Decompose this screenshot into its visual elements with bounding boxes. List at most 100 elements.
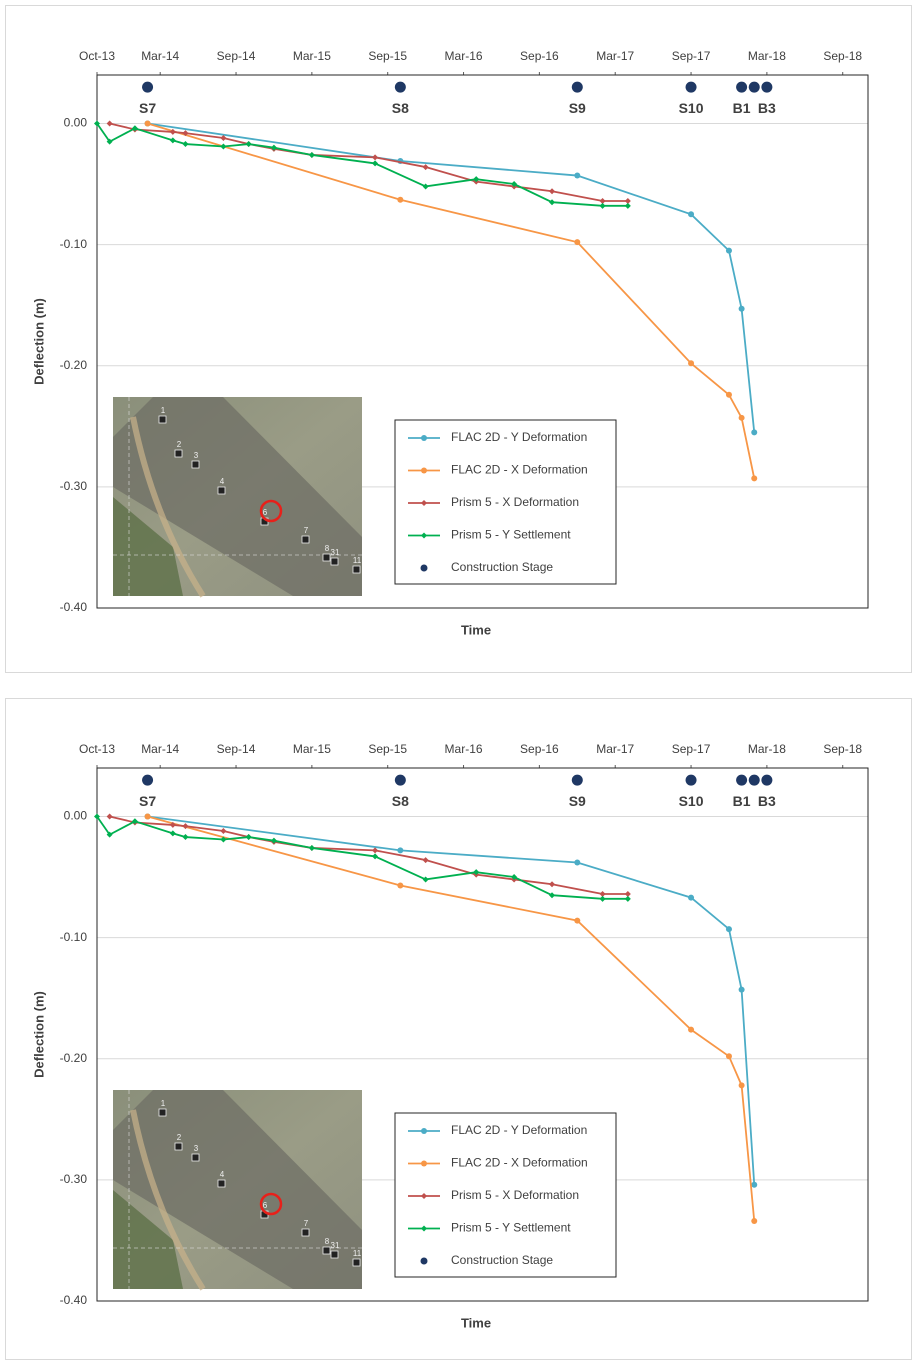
stage-marker — [394, 81, 406, 93]
point-marker — [169, 821, 176, 828]
legend-marker — [421, 435, 427, 441]
photo-marker — [191, 460, 200, 469]
inset-photo: 1 2 3 4 6 7 8 31 11 — [113, 1090, 362, 1291]
point-marker — [751, 1181, 758, 1188]
stage-marker — [736, 774, 748, 786]
photo-marker — [191, 1153, 200, 1162]
legend-marker — [421, 1160, 427, 1167]
point-marker — [397, 847, 404, 854]
x-tick-label: Mar-18 — [748, 49, 786, 63]
point-marker — [574, 239, 581, 246]
point-marker — [511, 181, 518, 188]
point-marker — [738, 305, 745, 312]
point-marker — [422, 183, 429, 190]
point-marker — [308, 844, 315, 851]
point-marker — [397, 196, 404, 203]
point-marker — [106, 831, 113, 838]
point-marker — [144, 120, 151, 127]
y-axis-title: Deflection (m) — [31, 298, 46, 385]
photo-marker — [352, 1258, 361, 1267]
point-marker — [624, 895, 631, 902]
inset-label: 7 — [304, 1219, 309, 1228]
legend-marker — [421, 1225, 427, 1232]
legend-label: FLAC 2D - X Deformation — [451, 463, 588, 477]
legend-box — [394, 1112, 617, 1278]
point-marker — [372, 160, 379, 167]
x-tick-label: Mar-17 — [596, 49, 634, 63]
y-tick-label: -0.20 — [60, 358, 88, 372]
photo-marker — [301, 535, 310, 544]
y-tick-label: -0.20 — [60, 1051, 88, 1065]
photo-marker — [217, 1179, 226, 1188]
stage-marker — [571, 81, 583, 93]
inset-photo: 1 2 3 4 6 7 8 31 11 — [113, 397, 362, 598]
legend-marker — [420, 1257, 428, 1265]
x-tick-label: Sep-16 — [520, 742, 559, 756]
legend-label: FLAC 2D - Y Deformation — [451, 430, 587, 444]
inset-label: 6 — [263, 508, 268, 517]
point-marker — [270, 144, 277, 151]
photo-marker — [330, 1250, 339, 1259]
point-marker — [220, 143, 227, 150]
stage-label: S7 — [139, 100, 156, 116]
y-tick-label: -0.30 — [60, 479, 88, 493]
point-marker — [725, 391, 732, 398]
point-marker — [725, 1053, 732, 1060]
point-marker — [599, 890, 606, 897]
photo-marker — [217, 486, 226, 495]
x-tick-label: Sep-18 — [823, 49, 862, 63]
point-marker — [182, 130, 189, 137]
photo-road — [113, 1090, 362, 1289]
point-marker — [688, 211, 695, 218]
point-marker — [751, 475, 758, 482]
point-marker — [725, 926, 732, 933]
inset-label: 31 — [331, 1241, 340, 1250]
stage-label: B3 — [758, 793, 776, 809]
point-marker — [106, 138, 113, 145]
point-marker — [688, 894, 695, 901]
point-marker — [549, 892, 556, 899]
point-marker — [245, 834, 252, 841]
point-marker — [245, 141, 252, 148]
point-marker — [131, 125, 138, 132]
inset-label: 3 — [194, 451, 199, 460]
stage-label: S7 — [139, 793, 156, 809]
legend-marker — [420, 564, 428, 572]
point-marker — [422, 164, 429, 171]
inset-label: 31 — [331, 548, 340, 557]
point-marker — [131, 818, 138, 825]
inset-label: 7 — [304, 526, 309, 535]
inset-label: 6 — [263, 1201, 268, 1210]
point-marker — [624, 890, 631, 897]
x-tick-label: Mar-17 — [596, 742, 634, 756]
legend-label: Prism 5 - X Deformation — [451, 495, 579, 509]
point-marker — [220, 134, 227, 141]
point-marker — [169, 137, 176, 144]
photo-marker — [174, 449, 183, 458]
inset-label: 4 — [220, 1170, 225, 1179]
stage-marker — [761, 81, 773, 93]
y-tick-label: -0.30 — [60, 1172, 88, 1186]
point-marker — [182, 834, 189, 841]
stage-label: S9 — [569, 100, 586, 116]
point-marker — [106, 120, 113, 127]
x-tick-label: Sep-18 — [823, 742, 862, 756]
legend-label: Prism 5 - Y Settlement — [451, 528, 571, 542]
inset-label: 1 — [161, 406, 166, 415]
point-marker — [220, 836, 227, 843]
legend-label: FLAC 2D - X Deformation — [451, 1156, 588, 1170]
point-marker — [422, 857, 429, 864]
legend-marker — [421, 532, 427, 539]
stage-marker — [748, 81, 760, 93]
inset-label: 8 — [325, 544, 330, 553]
photo-marker — [322, 1246, 331, 1255]
y-tick-label: -0.40 — [60, 1293, 88, 1307]
legend-marker — [421, 1193, 427, 1199]
stage-marker — [748, 774, 760, 786]
point-marker — [738, 986, 745, 993]
photo-land — [113, 1190, 183, 1289]
legend-label: Prism 5 - Y Settlement — [451, 1221, 571, 1235]
point-marker — [220, 827, 227, 834]
point-marker — [397, 882, 404, 889]
point-marker — [182, 823, 189, 830]
